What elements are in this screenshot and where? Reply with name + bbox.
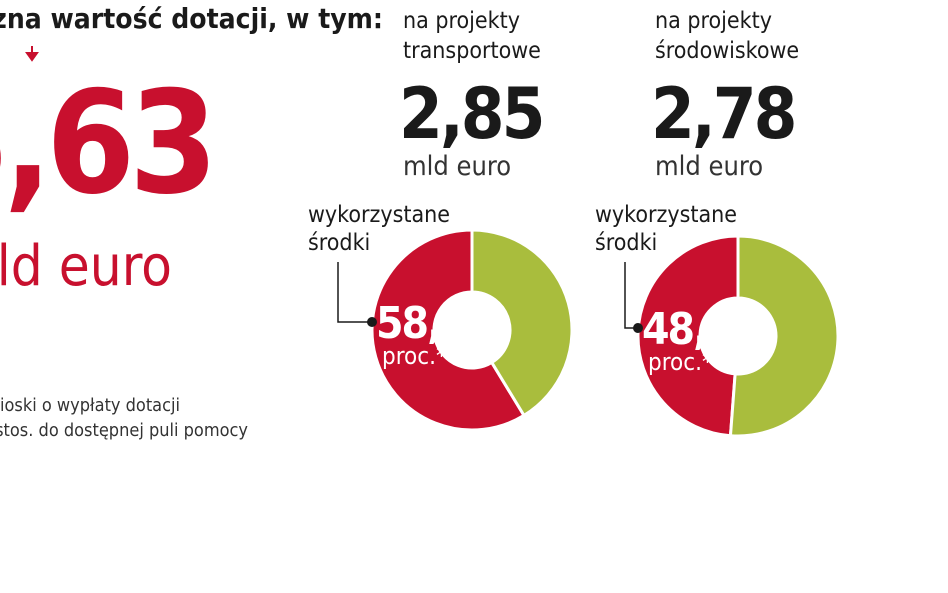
value-label: 48,8: [642, 304, 732, 355]
leader-dot: [633, 323, 643, 333]
column-title: środowiskowe: [655, 38, 799, 64]
category-label: środki: [595, 230, 657, 256]
column-title: transportowe: [403, 38, 541, 64]
arrow: [25, 46, 39, 62]
value-unit: proc.*: [382, 342, 447, 370]
total: 5,63: [0, 61, 212, 226]
amount: 2,78: [651, 73, 794, 155]
leader-dot: [367, 317, 377, 327]
amount-unit: mld euro: [403, 151, 511, 182]
amount: 2,85: [399, 73, 542, 155]
value-label: 58,7: [376, 298, 466, 349]
category-label: wykorzystane: [595, 202, 737, 228]
donut-slice: [636, 234, 740, 438]
value-unit: proc.*: [648, 348, 713, 376]
leader-line: [337, 262, 372, 323]
donut-slice: [470, 228, 574, 418]
column-title: na projekty: [403, 8, 520, 34]
amount-unit: mld euro: [655, 151, 763, 182]
donut-slice: [370, 228, 527, 432]
footnote: *wnioski o wypłaty dotacji: [0, 395, 180, 416]
total-unit: mld euro: [0, 234, 172, 299]
title: Łączna wartość dotacji, w tym:: [0, 2, 383, 35]
footnote: w stos. do dostępnej puli pomocy: [0, 420, 248, 441]
category-label: wykorzystane: [308, 202, 450, 228]
category-label: środki: [308, 230, 370, 256]
donut-slice: [728, 234, 840, 438]
column-title: na projekty: [655, 8, 772, 34]
